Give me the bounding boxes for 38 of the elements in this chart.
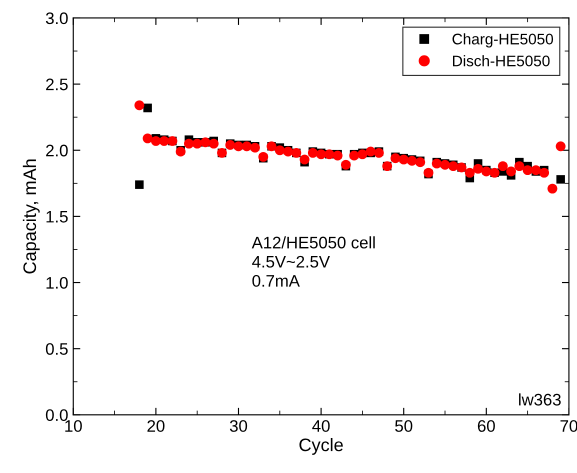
point	[506, 166, 516, 176]
point	[300, 154, 310, 164]
x-tick-label: 20	[147, 420, 165, 432]
point	[556, 141, 566, 152]
y-tick-label: 1.0	[46, 276, 68, 289]
x-tick-label: 40	[312, 420, 330, 432]
point	[150, 136, 161, 146]
point	[135, 180, 144, 189]
point	[274, 145, 285, 156]
y-tick-label: 0.0	[46, 409, 68, 422]
point	[556, 175, 565, 184]
point	[208, 138, 219, 149]
x-tick-label: 10	[65, 420, 82, 432]
point	[473, 164, 483, 174]
y-tick-label: 3.0	[46, 12, 68, 24]
point	[514, 161, 524, 172]
point	[134, 100, 144, 110]
point	[547, 184, 558, 194]
x-tick-label: 30	[230, 420, 248, 432]
point	[539, 168, 550, 178]
annotation: lw363	[519, 393, 561, 406]
annotation: A12/HE5050 cell 4.5V~2.5V 0.7mA	[252, 236, 375, 287]
y-tick-label: 2.5	[46, 78, 68, 90]
point	[143, 104, 152, 112]
y-tick-label: 1.5	[46, 210, 68, 223]
point	[184, 138, 194, 149]
legend-label: Charg-HE5050	[452, 33, 554, 48]
point	[522, 165, 533, 176]
point	[142, 133, 153, 144]
x-tick-label: 50	[395, 420, 412, 432]
point	[464, 168, 475, 178]
x-axis-title: Cycle	[299, 438, 343, 455]
x-tick-label: 60	[478, 420, 495, 432]
y-axis-title: Capacity, mAh	[22, 160, 40, 274]
y-tick-label: 2.0	[46, 144, 68, 156]
point	[498, 161, 508, 172]
y-tick-label: 0.5	[46, 343, 68, 355]
legend-label: Disch-HE5050	[452, 55, 550, 66]
